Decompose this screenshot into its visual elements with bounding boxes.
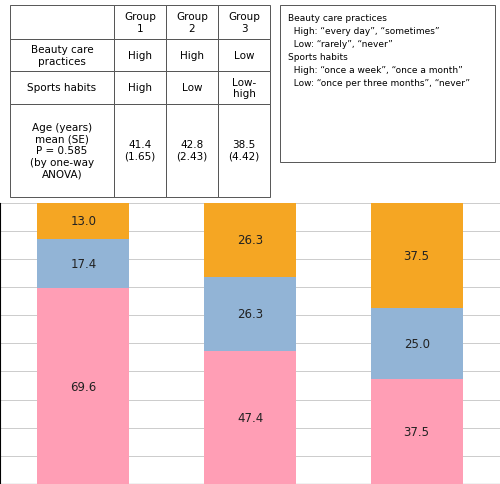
- Text: High: High: [180, 51, 204, 61]
- Bar: [114, 40, 166, 72]
- Text: 13.0: 13.0: [70, 215, 97, 228]
- Text: 26.3: 26.3: [237, 234, 263, 247]
- Bar: [114, 72, 166, 105]
- Text: Beauty care practices
  High: “every day”, “sometimes”
  Low: “rarely”, “never”
: Beauty care practices High: “every day”,…: [288, 14, 470, 87]
- Bar: [371, 309, 462, 378]
- Bar: [204, 277, 296, 351]
- Text: 47.4: 47.4: [237, 411, 263, 424]
- Bar: [114, 105, 166, 197]
- Text: 37.5: 37.5: [404, 425, 429, 438]
- Text: 41.4
(1.65): 41.4 (1.65): [124, 140, 156, 162]
- Bar: [10, 72, 114, 105]
- Bar: [38, 288, 129, 484]
- Bar: [38, 203, 129, 240]
- Bar: [114, 6, 166, 40]
- Text: Group
1: Group 1: [124, 12, 156, 33]
- Text: Low: Low: [182, 83, 202, 93]
- Text: Beauty care
practices: Beauty care practices: [30, 45, 94, 67]
- Bar: [218, 105, 270, 197]
- Bar: [166, 72, 218, 105]
- Bar: [280, 6, 495, 163]
- Bar: [10, 6, 114, 40]
- Bar: [371, 378, 462, 484]
- Bar: [204, 203, 296, 277]
- Text: 26.3: 26.3: [237, 307, 263, 320]
- Bar: [218, 72, 270, 105]
- Text: 17.4: 17.4: [70, 257, 96, 271]
- Text: Low-
high: Low- high: [232, 77, 256, 99]
- Bar: [204, 351, 296, 484]
- Bar: [10, 105, 114, 197]
- Text: Age (years)
mean (SE)
P = 0.585
(by one-way
ANOVA): Age (years) mean (SE) P = 0.585 (by one-…: [30, 123, 94, 179]
- Bar: [218, 40, 270, 72]
- Text: 37.5: 37.5: [404, 249, 429, 262]
- Text: 69.6: 69.6: [70, 380, 96, 393]
- Bar: [10, 40, 114, 72]
- Bar: [166, 40, 218, 72]
- Text: High: High: [128, 83, 152, 93]
- Bar: [38, 240, 129, 288]
- Text: Low: Low: [234, 51, 254, 61]
- Text: Group
3: Group 3: [228, 12, 260, 33]
- Bar: [371, 203, 462, 309]
- Bar: [166, 105, 218, 197]
- Bar: [166, 6, 218, 40]
- Text: 42.8
(2.43): 42.8 (2.43): [176, 140, 208, 162]
- Text: Sports habits: Sports habits: [28, 83, 96, 93]
- Text: High: High: [128, 51, 152, 61]
- Bar: [218, 6, 270, 40]
- Text: 25.0: 25.0: [404, 337, 429, 350]
- Text: Group
2: Group 2: [176, 12, 208, 33]
- Text: 38.5
(4.42): 38.5 (4.42): [228, 140, 260, 162]
